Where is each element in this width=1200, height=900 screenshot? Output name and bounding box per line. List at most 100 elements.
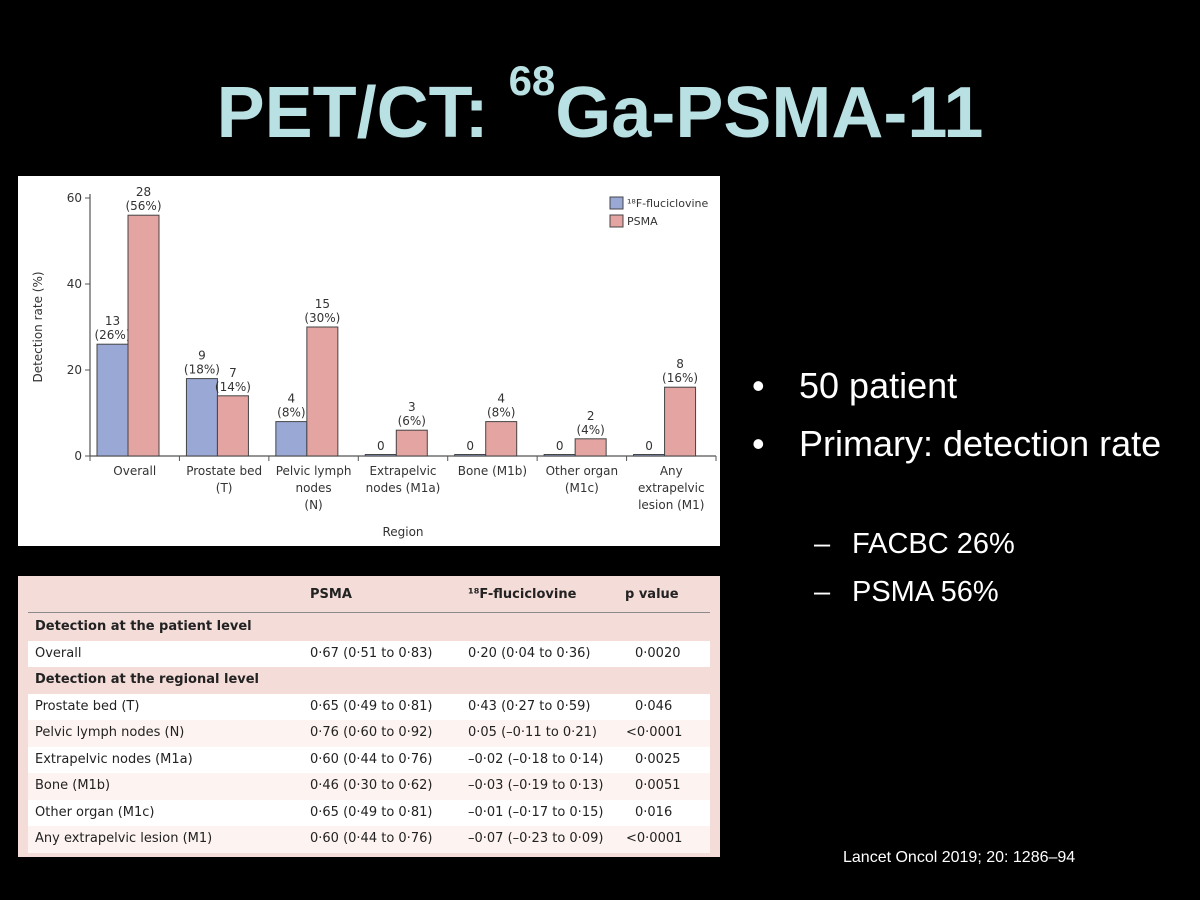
table-section-heading: Detection at the regional level: [28, 667, 710, 693]
slide-title: PET/CT: 68Ga-PSMA-11: [0, 60, 1200, 158]
legend-swatch: [609, 214, 624, 228]
y-tick-label: 20: [67, 363, 82, 377]
bar-count-label: 13: [105, 314, 120, 328]
table-header-pvalue: p value: [625, 587, 679, 602]
bar-psma: [485, 421, 518, 457]
legend-swatch: [609, 196, 624, 210]
table-row: Bone (M1b) 0·46 (0·30 to 0·62) –0·03 (–0·1…: [28, 773, 710, 800]
table-cell: Other organ (M1c): [35, 804, 155, 820]
y-tick-label: 40: [67, 277, 82, 291]
table-cell: 0·05 (–0·11 to 0·21): [468, 725, 597, 740]
table-cell: 0·43 (0·27 to 0·59): [468, 698, 591, 714]
title-superscript: 68: [508, 57, 556, 104]
bar-percent-label: (14%): [215, 380, 251, 394]
table-cell: –0·03 (–0·19 to 0·13): [468, 778, 604, 793]
x-category-label: Bone (M1b): [458, 464, 527, 478]
bar-percent-label: (18%): [184, 363, 220, 377]
table-cell: 0·0020: [635, 645, 681, 661]
x-category-label: lesion (M1): [638, 498, 704, 512]
bar-percent-label: (30%): [304, 311, 340, 325]
x-axis-label: Region: [382, 525, 423, 539]
sub-bullet-text: FACBC 26%: [852, 528, 1015, 560]
sub-bullet-dash: –: [814, 576, 831, 608]
table-row: Prostate bed (T) 0·65 (0·49 to 0·81) 0·43 …: [28, 693, 710, 720]
x-category-label: (N): [304, 498, 322, 512]
bar-psma: [574, 438, 607, 457]
table-cell: 0·046: [635, 698, 673, 714]
bar-count-label: 9: [198, 349, 206, 363]
table-cell: Prostate bed (T): [35, 698, 140, 714]
bar-percent-label: (8%): [277, 406, 305, 420]
table-row: Extrapelvic nodes (M1a) 0·60 (0·44 to 0·7…: [28, 746, 710, 773]
bar-percent-label: (8%): [487, 406, 515, 420]
x-category-label: Overall: [113, 464, 156, 478]
bullet-dot: •: [752, 423, 765, 464]
bar-count-label: 2: [587, 409, 595, 423]
legend-label: ¹⁸F-fluciclovine: [627, 197, 708, 210]
table-cell: Pelvic lymph nodes (N): [35, 725, 185, 740]
citation: Lancet Oncol 2019; 20: 1286–94: [843, 849, 1076, 866]
table-cell: <0·0001: [626, 831, 683, 846]
table-cell: –0·07 (–0·23 to 0·09): [468, 831, 604, 846]
x-category-label: Other organ: [546, 464, 619, 478]
table-cell: Any extrapelvic lesion (M1): [35, 831, 213, 846]
bar-psma: [395, 429, 428, 457]
table-header-psma: PSMA: [310, 587, 352, 602]
bar-fluciclovine: [96, 343, 129, 457]
table-cell: –0·01 (–0·17 to 0·15): [468, 804, 604, 820]
detection-table: PSMA ¹⁸F-fluciclovine p value Detection …: [18, 576, 720, 857]
sub-bullet-dash: –: [814, 528, 831, 560]
bar-psma: [306, 326, 339, 457]
table-cell: 0·0025: [635, 751, 681, 767]
bar-count-label: 0: [556, 439, 564, 453]
y-tick-label: 0: [74, 449, 82, 463]
bar-count-label: 0: [377, 439, 385, 453]
x-category-label: (T): [216, 481, 233, 495]
bar-psma: [216, 395, 249, 457]
y-axis-label: Detection rate (%): [31, 271, 45, 382]
table-cell: 0·76 (0·60 to 0·92): [310, 725, 433, 740]
table-cell: 0·46 (0·30 to 0·62): [310, 778, 433, 793]
table-section-title: Detection at the patient level: [35, 619, 252, 634]
table-header: PSMA ¹⁸F-fluciclovine p value: [28, 576, 710, 613]
table-row: Overall 0·67 (0·51 to 0·83) 0·20 (0·04 to …: [28, 640, 710, 667]
x-category-label: Any: [660, 464, 683, 478]
table-cell: 0·016: [635, 804, 673, 820]
x-category-label: extrapelvic: [638, 481, 705, 495]
bar-count-label: 0: [645, 439, 653, 453]
sub-bullet-text: PSMA 56%: [852, 576, 999, 608]
table-cell: Overall: [35, 645, 82, 661]
table-cell: Extrapelvic nodes (M1a): [35, 751, 193, 767]
bar-count-label: 4: [497, 392, 505, 406]
bar-fluciclovine: [275, 421, 308, 457]
bar-count-label: 7: [229, 366, 237, 380]
bar-percent-label: (56%): [125, 199, 161, 213]
table-cell: 0·65 (0·49 to 0·81): [310, 804, 433, 820]
bar-count-label: 4: [288, 392, 296, 406]
table-cell: 0·67 (0·51 to 0·83): [310, 645, 433, 661]
bar-fluciclovine: [454, 454, 487, 457]
table-header-fluciclovine: ¹⁸F-fluciclovine: [468, 587, 577, 602]
bar-percent-label: (4%): [576, 423, 604, 437]
bar-fluciclovine: [633, 454, 666, 457]
table-cell: 0·0051: [635, 778, 681, 793]
table-cell: 0·60 (0·44 to 0·76): [310, 831, 433, 846]
table-cell: 0·20 (0·04 to 0·36): [468, 645, 591, 661]
y-tick-label: 60: [67, 191, 82, 205]
bar-count-label: 3: [408, 400, 416, 414]
x-category-label: Pelvic lymph: [276, 464, 352, 478]
bar-count-label: 8: [676, 357, 684, 371]
x-category-label: Extrapelvic: [369, 464, 436, 478]
bar-percent-label: (16%): [662, 371, 698, 385]
table-cell: –0·02 (–0·18 to 0·14): [468, 751, 604, 767]
legend-label: PSMA: [627, 215, 658, 228]
bar-fluciclovine: [543, 454, 576, 457]
detection-rate-chart: 0 20 40 60 Detection rate (%) (26%) 13 (56%) 28 O…: [18, 176, 720, 546]
bullet-text: Primary: detection rate: [799, 423, 1162, 464]
table-section-heading: Detection at the patient level: [28, 614, 710, 640]
table-row: Any extrapelvic lesion (M1) 0·60 (0·44 to…: [28, 826, 710, 853]
bar-psma: [664, 386, 697, 457]
table-cell: Bone (M1b): [35, 778, 111, 793]
table-cell: 0·65 (0·49 to 0·81): [310, 698, 433, 714]
